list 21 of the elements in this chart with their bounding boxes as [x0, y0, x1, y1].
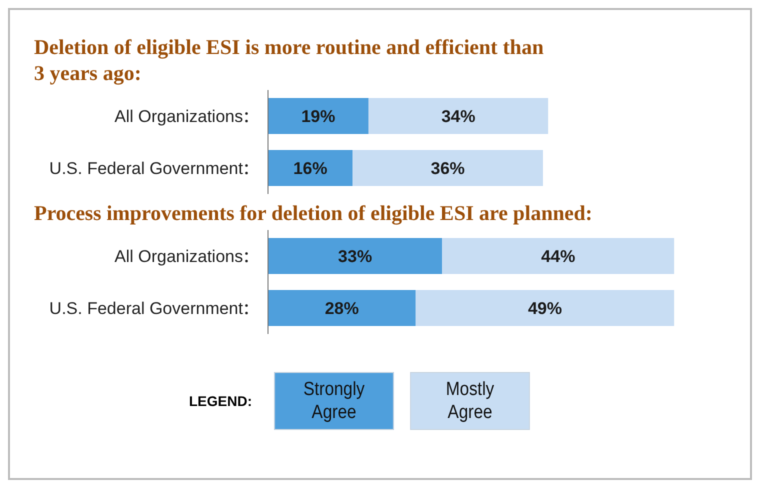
- data-label: 36%: [430, 159, 465, 178]
- data-label: 16%: [293, 159, 328, 178]
- chart-title: Deletion of eligible ESI is more routine and efficient than 3 years ago:: [34, 34, 545, 86]
- bar: [352, 150, 543, 186]
- text: Strongly Agree: [274, 372, 394, 430]
- text: Mostly Agree: [410, 372, 530, 430]
- legend-title: LEGEND:: [188, 393, 253, 409]
- data-label: 19%: [301, 107, 336, 126]
- data-label: 44%: [541, 247, 576, 266]
- y-tick-label: U.S. Federal Government: [49, 298, 244, 318]
- chart-title: Process improvements for deletion of eligible ESI are planned:: [34, 200, 594, 226]
- bar: [268, 98, 368, 134]
- y-tick-label: All Organizations: [114, 106, 243, 126]
- bar: [268, 150, 353, 186]
- data-label: 34%: [441, 107, 476, 126]
- data-label: 28%: [324, 299, 359, 318]
- data-label: 33%: [338, 247, 372, 266]
- data-label: 49%: [528, 299, 562, 318]
- y-tick-label: U.S. Federal Government: [49, 158, 244, 178]
- y-tick-label: All Organizations: [114, 246, 243, 266]
- bar: [368, 98, 548, 134]
